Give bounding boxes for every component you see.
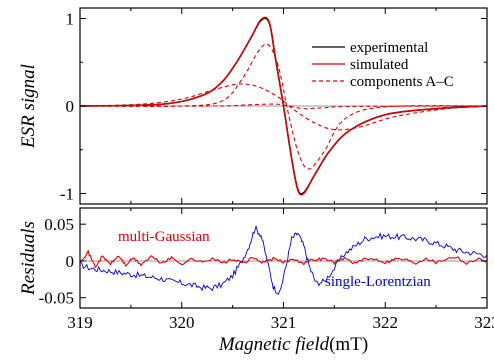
xlabel-quantity: Magnetic field — [218, 334, 330, 355]
annotation-single-lorentzian: single-Lorentzian — [325, 274, 431, 290]
xlabel-unit: (mT) — [329, 334, 368, 355]
series-simulated — [80, 16, 487, 196]
top-series-group — [80, 16, 487, 196]
top-ytick-label: 1 — [66, 10, 75, 29]
bottom-series-group — [80, 224, 487, 295]
legend-label-1: experimental — [350, 40, 428, 56]
legend-label-2: simulated — [350, 57, 409, 73]
series-single-lorentzian — [80, 224, 487, 295]
bottom-panel: -0.05 0 0.05 319 320 321 322 323 Residuals Magnet… — [18, 207, 494, 355]
bottom-xtick-label: 322 — [373, 313, 399, 332]
series-component-b — [80, 83, 487, 131]
annotation-multi-gaussian: multi-Gaussian — [118, 229, 210, 245]
series-multi-gaussian — [80, 249, 487, 269]
top-ytick-label: -1 — [60, 185, 74, 204]
bottom-ylabel: Residuals — [18, 221, 39, 296]
series-component-a — [80, 43, 487, 170]
bottom-ytick-label: 0.05 — [44, 215, 74, 234]
bottom-xlabel: Magnetic field(mT) — [218, 334, 368, 355]
bottom-xtick-label: 320 — [169, 313, 195, 332]
bottom-xtick-label: 321 — [271, 313, 297, 332]
top-ylabel: ESR signal — [18, 64, 39, 149]
top-panel: -1 0 1 ESR signal — [18, 7, 488, 205]
bottom-ytick-label: -0.05 — [39, 289, 74, 308]
legend-label-3: components A–C — [350, 74, 454, 90]
bottom-ytick-label: 0 — [66, 252, 75, 271]
bottom-xtick-label: 319 — [67, 313, 93, 332]
top-ytick-label: 0 — [66, 97, 75, 116]
bottom-xtick-label: 323 — [474, 313, 494, 332]
